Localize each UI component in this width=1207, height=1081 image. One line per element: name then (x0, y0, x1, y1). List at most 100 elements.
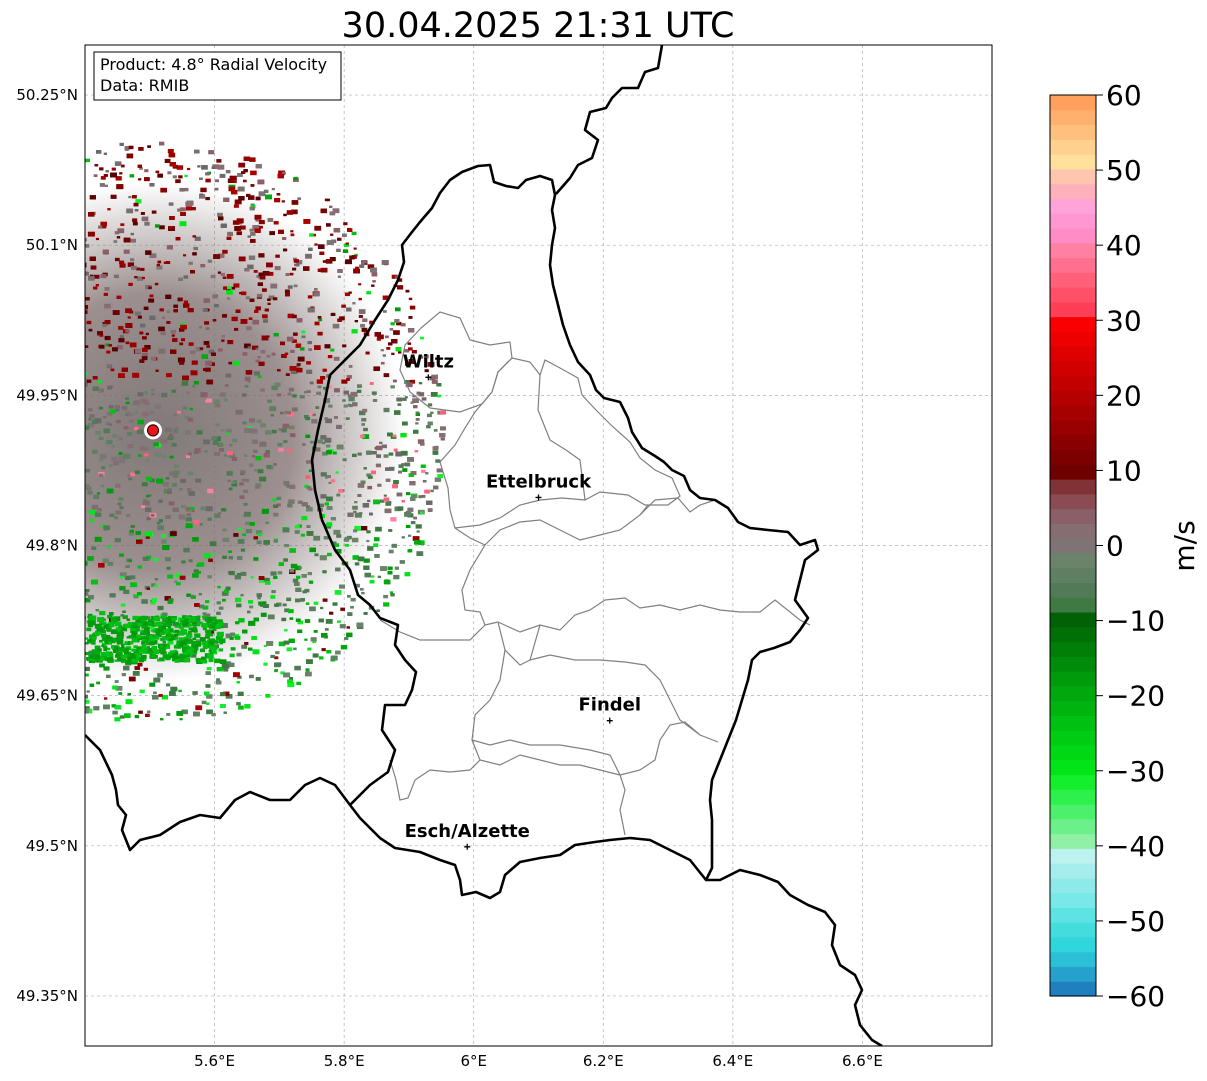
echo-pixel (119, 335, 124, 338)
echo-pixel (408, 297, 413, 301)
echo-pixel (223, 197, 230, 202)
echo-pixel (283, 672, 291, 678)
echo-pixel (144, 345, 151, 350)
echo-pixel (417, 439, 425, 444)
echo-pixel (209, 362, 215, 366)
colorbar-band (1050, 582, 1096, 598)
echo-pixel (427, 413, 432, 418)
echo-pixel (228, 662, 235, 667)
echo-pixel (159, 225, 165, 230)
echo-pixel (205, 178, 211, 183)
echo-pixel (28, 513, 34, 517)
echo-pixel (135, 617, 142, 622)
echo-pixel (327, 385, 332, 389)
echo-pixel (105, 422, 110, 425)
echo-pixel (251, 439, 258, 444)
echo-pixel (137, 662, 143, 667)
echo-pixel (396, 397, 402, 402)
echo-pixel (111, 456, 118, 462)
echo-pixel (51, 681, 58, 686)
echo-pixel (405, 361, 411, 366)
echo-pixel (104, 303, 111, 309)
echo-pixel (294, 665, 301, 671)
echo-pixel (119, 263, 126, 268)
echo-pixel (47, 175, 53, 179)
echo-pixel (267, 271, 274, 276)
echo-pixel (373, 366, 380, 371)
echo-pixel (248, 620, 256, 626)
echo-pixel (273, 463, 277, 466)
echo-pixel (363, 565, 370, 570)
echo-pixel (109, 612, 114, 616)
echo-pixel (158, 348, 166, 354)
echo-pixel (96, 627, 103, 632)
echo-pixel (253, 557, 259, 561)
echo-pixel (334, 416, 338, 419)
echo-pixel (42, 164, 47, 168)
echo-pixel (348, 396, 355, 402)
echo-pixel (273, 539, 278, 543)
echo-pixel (327, 355, 333, 359)
echo-pixel (136, 276, 144, 281)
echo-pixel (147, 710, 151, 714)
echo-pixel (38, 568, 44, 573)
echo-pixel (305, 416, 310, 421)
echo-pixel (17, 356, 24, 361)
echo-pixel (103, 625, 110, 630)
echo-pixel (371, 451, 377, 455)
echo-pixel (134, 636, 138, 639)
echo-pixel (127, 621, 135, 627)
echo-pixel (404, 572, 411, 577)
echo-pixel (418, 540, 425, 545)
echo-pixel (288, 638, 295, 643)
echo-pixel (174, 580, 178, 583)
echo-pixel (165, 557, 171, 562)
echo-pixel (295, 344, 301, 348)
echo-pixel (234, 575, 241, 580)
echo-pixel (30, 520, 35, 524)
echo-pixel (312, 653, 319, 658)
echo-pixel (190, 370, 198, 376)
echo-pixel (173, 309, 178, 313)
echo-pixel (162, 644, 167, 647)
echo-pixel (127, 693, 131, 696)
echo-pixel (209, 633, 214, 637)
echo-pixel (28, 513, 34, 517)
echo-pixel (26, 555, 32, 559)
echo-pixel (183, 275, 189, 279)
echo-pixel (87, 556, 94, 561)
echo-pixel (198, 621, 203, 625)
echo-pixel (16, 646, 20, 649)
echo-pixel (193, 650, 198, 654)
echo-pixel (398, 351, 402, 354)
echo-pixel (75, 511, 78, 513)
echo-pixel (35, 639, 40, 642)
echo-pixel (387, 432, 393, 437)
echo-pixel (28, 465, 31, 467)
echo-pixel (408, 316, 413, 319)
echo-pixel (280, 411, 284, 415)
echo-pixel (172, 175, 177, 179)
echo-pixel (0, 589, 4, 592)
echo-pixel (78, 187, 82, 190)
echo-pixel (278, 562, 284, 566)
echo-pixel (110, 629, 118, 635)
echo-pixel (293, 332, 298, 336)
echo-pixel (154, 584, 158, 588)
echo-pixel (45, 176, 51, 180)
echo-pixel (284, 289, 290, 293)
echo-pixel (339, 584, 345, 589)
echo-pixel (53, 469, 58, 473)
echo-pixel (342, 399, 346, 402)
echo-pixel (162, 637, 167, 640)
echo-pixel (17, 345, 20, 347)
echo-pixel (188, 491, 195, 496)
echo-pixel (37, 289, 43, 293)
echo-pixel (373, 543, 379, 547)
info-data-line: Data: RMIB (100, 76, 189, 95)
echo-pixel (162, 316, 166, 319)
echo-pixel (175, 573, 182, 578)
echo-pixel (387, 571, 393, 575)
echo-pixel (284, 352, 289, 355)
echo-pixel (287, 411, 292, 415)
